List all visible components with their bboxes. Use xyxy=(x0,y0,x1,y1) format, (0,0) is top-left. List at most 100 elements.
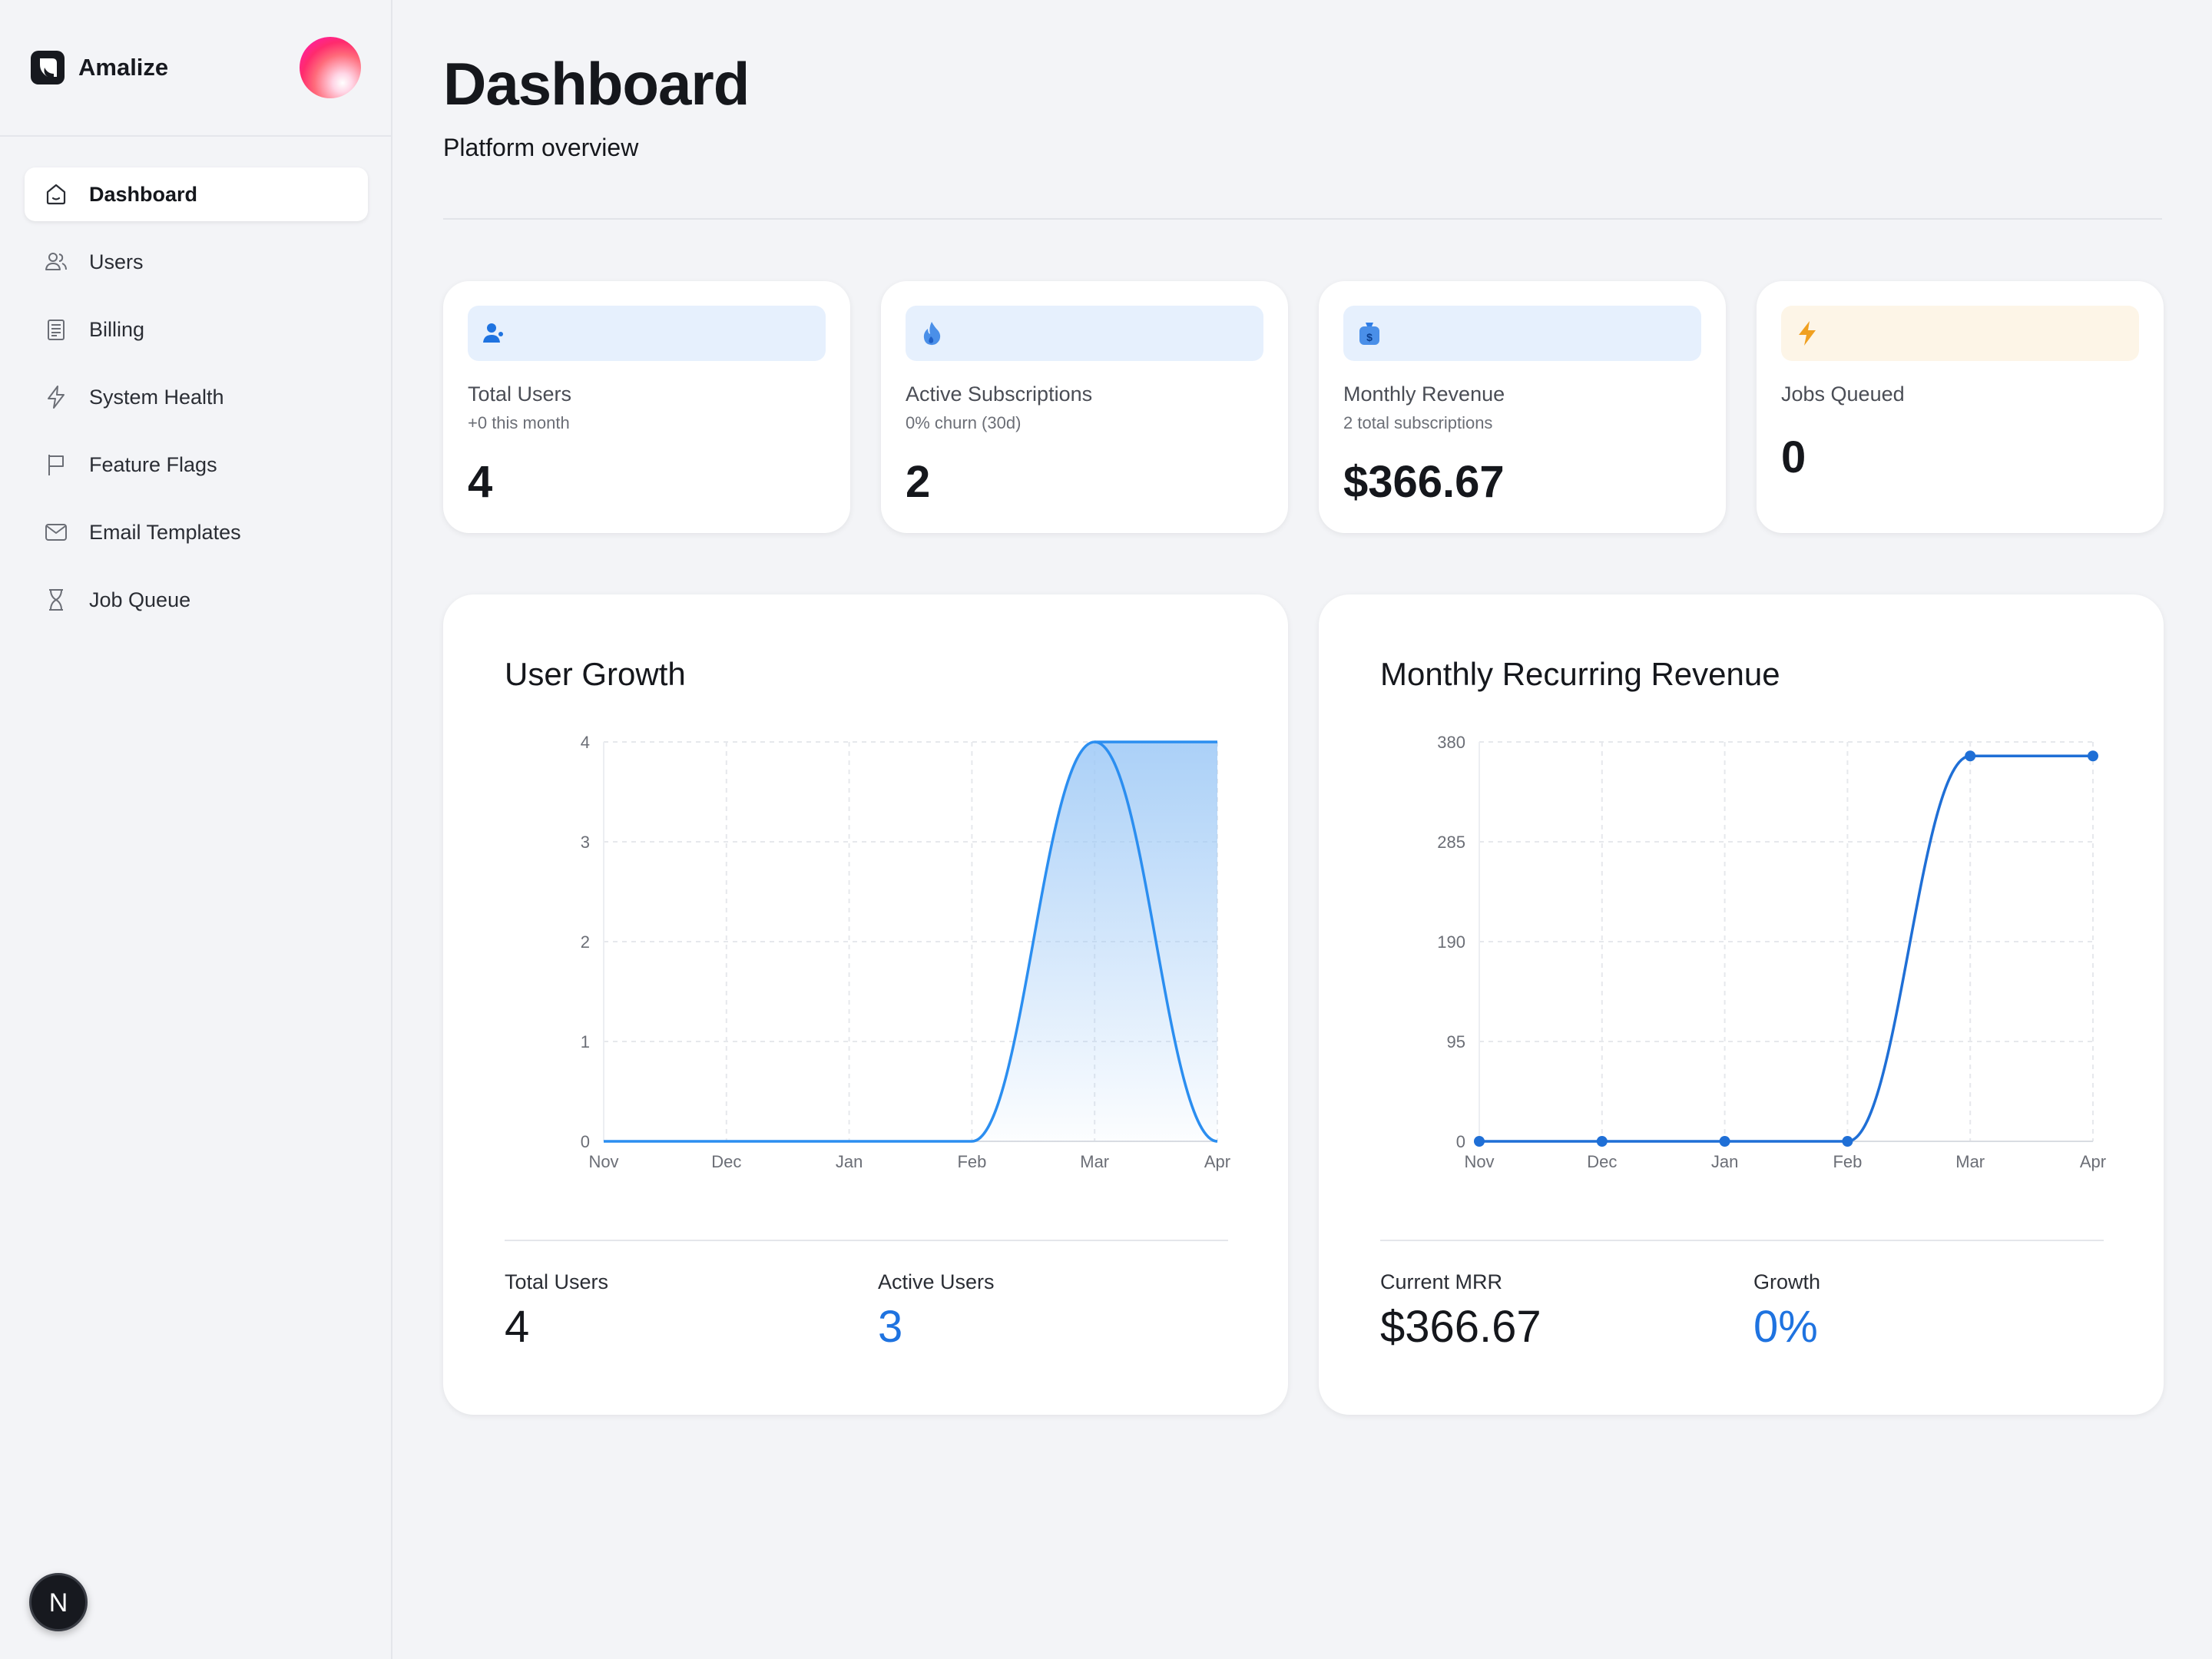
user-icon xyxy=(483,323,503,343)
y-tick-label: 3 xyxy=(581,833,590,852)
x-tick-label: Nov xyxy=(1464,1152,1494,1171)
chart-card-mrr: Monthly Recurring Revenue 0 95 190 285 380 No… xyxy=(1319,594,2164,1415)
mail-icon xyxy=(43,519,69,545)
receipt-icon xyxy=(43,316,69,343)
stat-value: 2 xyxy=(906,457,931,507)
y-tick-label: 380 xyxy=(1437,733,1465,752)
bolt-icon xyxy=(43,384,69,410)
stat-card-monthly-revenue: $ Monthly Revenue 2 total subscriptions … xyxy=(1319,281,1726,533)
data-point xyxy=(1596,1136,1608,1147)
sidebar-item-label: Feature Flags xyxy=(89,452,217,476)
stat-icon-band xyxy=(1781,306,2139,361)
x-tick-label: Nov xyxy=(588,1152,618,1171)
flag-icon xyxy=(43,452,69,478)
sidebar-item-users[interactable]: Users xyxy=(25,235,368,289)
header-divider xyxy=(443,218,2162,220)
y-tick-label: 285 xyxy=(1437,833,1465,852)
stat-label: Total Users xyxy=(468,382,572,406)
x-tick-label: Apr xyxy=(1204,1152,1230,1171)
footer-value-total-users: 4 xyxy=(505,1302,530,1352)
x-tick-label: Dec xyxy=(1587,1152,1617,1171)
hourglass-icon xyxy=(43,587,69,613)
footer-value-growth: 0% xyxy=(1753,1302,1818,1352)
svg-text:$: $ xyxy=(1366,331,1373,343)
x-tick-label: Mar xyxy=(1955,1152,1985,1171)
stat-icon-band xyxy=(906,306,1263,361)
sidebar-item-label: Job Queue xyxy=(89,588,191,611)
footer-value-active-users: 3 xyxy=(878,1302,903,1352)
data-point xyxy=(1719,1136,1730,1147)
stat-value: $366.67 xyxy=(1343,457,1505,507)
area-fill xyxy=(604,742,1217,1141)
footer-label-growth: Growth xyxy=(1753,1270,1821,1293)
sidebar-item-email-templates[interactable]: Email Templates xyxy=(25,505,368,559)
sidebar-divider xyxy=(0,135,392,137)
sidebar-item-label: System Health xyxy=(89,385,224,409)
x-tick-label: Jan xyxy=(1711,1152,1738,1171)
mrr-chart: 0 95 190 285 380 Nov Dec Jan Feb Mar Apr xyxy=(1437,733,2106,1171)
stat-sub: 0% churn (30d) xyxy=(906,413,1022,432)
chart-card-user-growth: User Growth 0 1 2 3 4 Nov Dec Jan Feb Mar Apr Tota… xyxy=(443,594,1288,1415)
brand-name: Amalize xyxy=(78,54,169,81)
avatar[interactable] xyxy=(300,37,361,98)
brand-logo-icon xyxy=(31,51,65,84)
data-point xyxy=(1965,750,1976,762)
home-icon xyxy=(43,181,69,207)
x-tick-label: Apr xyxy=(2080,1152,2106,1171)
sidebar-item-label: Users xyxy=(89,250,144,273)
footer-label-current-mrr: Current MRR xyxy=(1380,1270,1503,1293)
x-tick-label: Feb xyxy=(957,1152,986,1171)
chart-title: User Growth xyxy=(505,656,686,692)
stat-card-jobs-queued: Jobs Queued 0 xyxy=(1757,281,2164,533)
y-tick-label: 2 xyxy=(581,932,590,952)
flame-icon xyxy=(923,322,941,346)
sidebar-item-label: Billing xyxy=(89,317,145,341)
sidebar-item-system-health[interactable]: System Health xyxy=(25,370,368,424)
sidebar-item-job-queue[interactable]: Job Queue xyxy=(25,573,368,627)
page-title: Dashboard xyxy=(443,50,750,118)
stat-sub: 2 total subscriptions xyxy=(1343,413,1493,432)
sidebar-item-label: Dashboard xyxy=(89,182,198,206)
stat-icon-band: $ xyxy=(1343,306,1701,361)
x-tick-label: Dec xyxy=(711,1152,741,1171)
stat-label: Monthly Revenue xyxy=(1343,382,1505,406)
badge-letter: N xyxy=(49,1588,68,1618)
sidebar-item-label: Email Templates xyxy=(89,520,241,544)
data-point xyxy=(1842,1136,1853,1147)
x-tick-label: Jan xyxy=(836,1152,863,1171)
stat-sub: +0 this month xyxy=(468,413,570,432)
series-line-mrr xyxy=(1479,754,2093,1143)
card-divider xyxy=(1380,1240,2104,1241)
y-tick-label: 95 xyxy=(1447,1032,1465,1051)
series-line-users xyxy=(604,740,1218,1143)
sidebar-nav: Dashboard Users Billing System Health Fe… xyxy=(25,167,368,641)
sidebar-item-dashboard[interactable]: Dashboard xyxy=(25,167,368,221)
y-tick-label: 0 xyxy=(1456,1132,1465,1151)
framework-badge[interactable]: N xyxy=(29,1573,88,1631)
footer-label-total-users: Total Users xyxy=(505,1270,609,1293)
stat-value: 4 xyxy=(468,457,493,507)
page-subtitle: Platform overview xyxy=(443,134,639,161)
lightning-icon xyxy=(1799,321,1816,346)
footer-label-active-users: Active Users xyxy=(878,1270,995,1293)
money-bag-icon: $ xyxy=(1359,323,1379,345)
y-tick-label: 0 xyxy=(581,1132,590,1151)
y-tick-label: 190 xyxy=(1437,932,1465,952)
card-divider xyxy=(505,1240,1228,1241)
stat-label: Jobs Queued xyxy=(1781,382,1905,406)
y-tick-label: 1 xyxy=(581,1032,590,1051)
data-point xyxy=(2088,750,2098,762)
stat-card-active-subscriptions: Active Subscriptions 0% churn (30d) 2 xyxy=(881,281,1288,533)
stat-label: Active Subscriptions xyxy=(906,382,1093,406)
x-tick-label: Feb xyxy=(1833,1152,1862,1171)
sidebar-item-billing[interactable]: Billing xyxy=(25,303,368,356)
sidebar-item-feature-flags[interactable]: Feature Flags xyxy=(25,438,368,492)
chart-title: Monthly Recurring Revenue xyxy=(1380,656,1780,692)
x-tick-label: Mar xyxy=(1080,1152,1109,1171)
stat-value: 0 xyxy=(1781,432,1806,482)
sidebar: Amalize Dashboard Users Billing Syst xyxy=(0,0,392,1659)
footer-value-current-mrr: $366.67 xyxy=(1380,1302,1541,1352)
user-growth-chart: 0 1 2 3 4 Nov Dec Jan Feb Mar Apr xyxy=(581,733,1230,1171)
users-icon xyxy=(43,249,69,275)
brand[interactable]: Amalize xyxy=(31,51,168,84)
